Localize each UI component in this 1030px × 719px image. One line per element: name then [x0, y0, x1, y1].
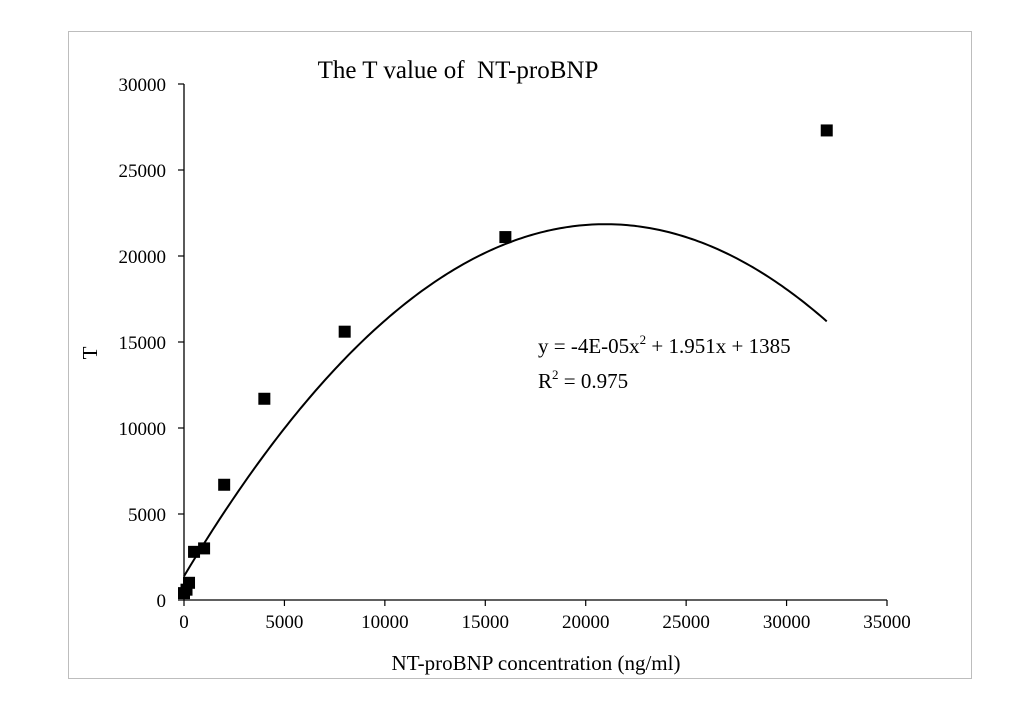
x-tick-label: 30000: [763, 612, 811, 633]
y-tick-label: 25000: [119, 161, 167, 182]
data-points: [178, 124, 833, 600]
data-point: [188, 545, 201, 558]
y-tick-label: 10000: [119, 419, 167, 440]
y-tick-label: 20000: [119, 247, 167, 268]
data-point: [183, 576, 196, 589]
y-tick-label: 0: [157, 591, 167, 612]
y-axis-label: T: [78, 346, 102, 359]
equation-exponent: 2: [640, 332, 647, 347]
equation-suffix: + 1.951x + 1385: [646, 334, 790, 358]
r-squared-annotation: R2 = 0.975: [538, 367, 628, 393]
equation-annotation: y = -4E-05x2 + 1.951x + 1385: [538, 332, 791, 358]
x-tick-label: 25000: [662, 612, 710, 633]
data-point: [198, 542, 211, 555]
y-tick-label: 5000: [128, 505, 166, 526]
r2-suffix: = 0.975: [559, 369, 629, 393]
x-axis-label: NT-proBNP concentration (ng/ml): [392, 651, 681, 675]
x-ticks: 0 5000 10000 15000 20000 25000 30000 35000: [179, 600, 911, 633]
trendline: [183, 223, 828, 577]
x-tick-label: 20000: [562, 612, 610, 633]
equation-prefix: y = -4E-05x: [538, 334, 640, 358]
data-point: [218, 478, 231, 491]
chart-frame: [68, 31, 972, 679]
data-point: [499, 231, 512, 244]
x-tick-label: 10000: [361, 612, 409, 633]
data-point: [258, 392, 271, 405]
x-tick-label: 0: [179, 612, 189, 633]
x-tick-label: 5000: [265, 612, 303, 633]
x-tick-label: 35000: [863, 612, 911, 633]
x-tick-label: 15000: [462, 612, 510, 633]
data-point: [820, 124, 833, 137]
chart-title: The T value of NT-proBNP: [318, 57, 599, 84]
data-point: [338, 325, 351, 338]
y-ticks: 0 5000 10000 15000 20000 25000 30000: [119, 75, 184, 612]
r2-exponent: 2: [552, 367, 559, 382]
y-tick-label: 30000: [119, 75, 167, 96]
y-tick-label: 15000: [119, 333, 167, 354]
r2-prefix: R: [538, 369, 552, 393]
